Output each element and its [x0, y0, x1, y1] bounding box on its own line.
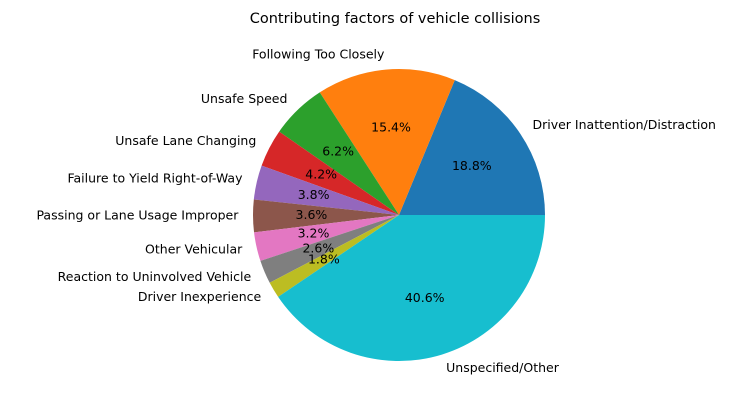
pie-slice-unsafe-lane-changing — [261, 131, 399, 215]
slice-label-following-too-closely: Following Too Closely — [252, 47, 385, 62]
pie-slice-driver-inattention-distraction — [399, 80, 545, 215]
pie-slice-unspecified-other — [278, 215, 545, 362]
percent-label-unsafe-lane-changing: 4.2% — [305, 166, 337, 181]
percent-labels: 18.8% 15.4% 6.2% 4.2% 3.8% 3.6% 3.2%2.6%1.8% 40… — [296, 119, 492, 305]
pie-slice-other-vehicular — [254, 215, 399, 261]
percent-label-unsafe-speed: 6.2% — [322, 143, 354, 158]
percent-label-failure-to-yield-right-of-way: 3.8% — [298, 187, 330, 202]
pie-slice-driver-inexperience — [269, 215, 399, 297]
percent-label-passing-or-lane-usage-improper: 3.6% — [296, 207, 328, 222]
percent-label-other-vehicular: 3.2% — [298, 226, 330, 241]
slice-label-unspecified-other: Unspecified/Other — [446, 360, 560, 375]
percent-label-unspecified-other: 40.6% — [405, 290, 445, 305]
pie-slice-passing-or-lane-usage-improper — [253, 199, 399, 233]
pie-slice-failure-to-yield-right-of-way — [253, 165, 399, 215]
slice-label-other-vehicular: Other Vehicular — [145, 241, 243, 256]
slice-label-reaction-to-uninvolved-vehicle: Reaction to Uninvolved Vehicle — [58, 269, 252, 284]
pie-slices — [253, 68, 545, 362]
percent-label-reaction-to-uninvolved-vehicle: 2.6% — [302, 241, 334, 256]
chart-title: Contributing factors of vehicle collisio… — [250, 11, 541, 27]
slice-label-unsafe-lane-changing: Unsafe Lane Changing — [115, 133, 256, 148]
percent-label-driver-inexperience: 1.8% — [308, 251, 340, 266]
slice-label-failure-to-yield-right-of-way: Failure to Yield Right-of-Way — [67, 171, 243, 186]
slice-label-passing-or-lane-usage-improper: Passing or Lane Usage Improper — [36, 208, 239, 223]
percent-label-driver-inattention-distraction: 18.8% — [452, 158, 492, 173]
slice-labels: Driver Inattention/Distraction Following … — [36, 47, 715, 375]
pie-slice-following-too-closely — [319, 68, 455, 215]
pie-slice-reaction-to-uninvolved-vehicle — [260, 215, 399, 283]
slice-label-unsafe-speed: Unsafe Speed — [201, 91, 288, 106]
slice-label-driver-inattention-distraction: Driver Inattention/Distraction — [532, 117, 715, 132]
pie-slice-unsafe-speed — [279, 92, 399, 215]
slice-label-driver-inexperience: Driver Inexperience — [138, 289, 262, 304]
percent-label-following-too-closely: 15.4% — [371, 119, 411, 134]
